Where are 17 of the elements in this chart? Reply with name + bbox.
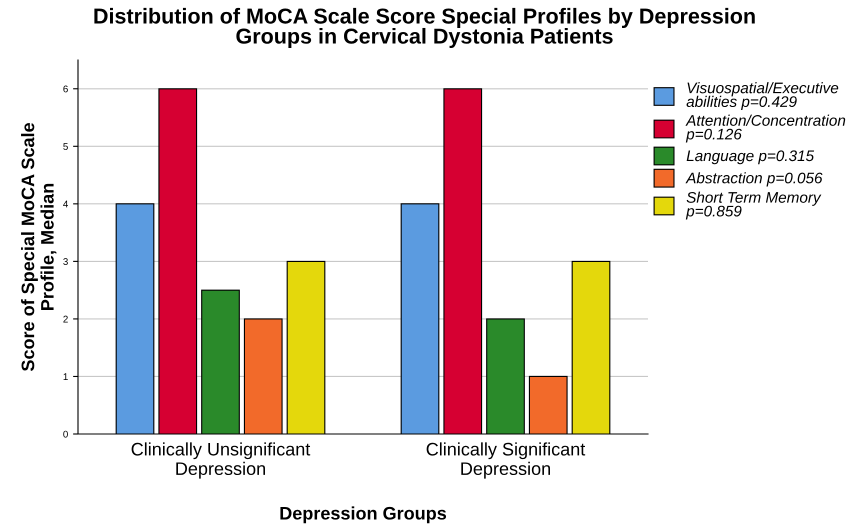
x-axis-title: Depression Groups xyxy=(280,506,446,524)
y-axis-title: Score of Special MoCA Scale Profile, Median xyxy=(21,123,56,372)
x-tick-label: Clinically Significant Depression xyxy=(426,442,586,479)
y-tick-label: 2 xyxy=(63,316,68,322)
y-tick-label: 3 xyxy=(63,258,68,266)
x-tick-label: Clinically Unsignificant Depression xyxy=(132,442,310,479)
legend-label: Attention/Concentration p=0.126 xyxy=(685,114,846,143)
legend-label: Language p=0.315 xyxy=(686,150,814,164)
chart-title: Distribution of MoCA Scale Score Special Profiles by Depression Groups in Cervical Dystonia Patients xyxy=(94,8,755,48)
y-tick-label: 0 xyxy=(63,430,68,438)
legend-label: Visuospatial/Executive abilities p=0.429 xyxy=(686,82,838,110)
legend-label: Abstraction p=0.056 xyxy=(685,172,823,186)
y-tick-label: 6 xyxy=(63,86,68,92)
y-tick-label: 1 xyxy=(64,373,68,380)
legend-label: Short Term Memory p=0.859 xyxy=(686,192,822,220)
y-tick-label: 5 xyxy=(63,143,68,150)
y-tick-label: 4 xyxy=(63,200,68,208)
